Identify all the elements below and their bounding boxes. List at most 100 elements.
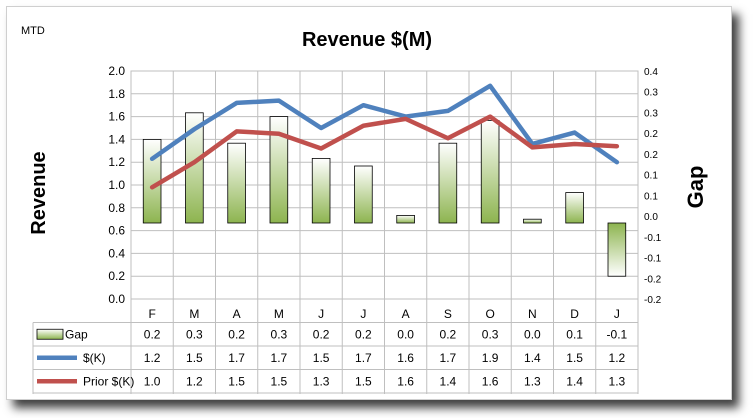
table-cell: 1.5 <box>228 374 245 388</box>
table-cell: 1.7 <box>440 351 457 365</box>
y2-tick-label: 0.1 <box>644 171 658 182</box>
gap-bar <box>438 142 458 224</box>
table-cell: 1.2 <box>609 351 626 365</box>
table-cell: 0.2 <box>440 327 457 341</box>
gap-bar <box>607 222 627 277</box>
table-cell: 1.0 <box>144 374 161 388</box>
y-tick-label: 1.0 <box>108 178 125 192</box>
y-axis-label: Revenue <box>28 151 50 234</box>
table-cell: 0.3 <box>186 327 203 341</box>
y-tick-label: 0.2 <box>108 269 125 283</box>
category-label: S <box>444 307 452 321</box>
y-tick-label: 1.2 <box>108 155 125 169</box>
table-cell: 0.0 <box>524 327 541 341</box>
y-tick-label: 0.0 <box>108 292 125 306</box>
y-tick-label: 1.8 <box>108 87 125 101</box>
table-cell: 1.6 <box>482 374 499 388</box>
gap-bar <box>269 116 289 224</box>
y2-tick-label: 0.4 <box>644 67 658 78</box>
y-axis-ticks: 0.0 0.2 0.4 0.6 0.8 1.0 1.2 1.4 1.6 1.8 2.0 <box>108 64 125 306</box>
y2-tick-label: 0.3 <box>644 88 658 99</box>
gap-bar <box>311 157 331 224</box>
category-label: A <box>233 307 241 321</box>
table-cell: 0.0 <box>397 327 414 341</box>
table-cell: 1.5 <box>186 351 203 365</box>
table-cell: 0.3 <box>482 327 499 341</box>
legend-series-name: Prior $(K) <box>83 374 134 388</box>
table-cell: 1.9 <box>482 351 499 365</box>
table-cell: 0.2 <box>144 327 161 341</box>
y2-tick-label: -0.2 <box>644 295 662 306</box>
table-cell: 0.2 <box>355 327 372 341</box>
table-cell: 1.2 <box>144 351 161 365</box>
legend-gap-swatch <box>36 328 64 340</box>
gap-bar <box>480 120 500 224</box>
y2-tick-label: 0.1 <box>644 191 658 202</box>
y-tick-label: 1.6 <box>108 110 125 124</box>
table-cell: -0.1 <box>607 327 628 341</box>
category-label: J <box>318 307 324 321</box>
category-label: O <box>485 307 494 321</box>
chart-title: Revenue $(M) <box>302 29 432 51</box>
legend-series-name: Gap <box>65 327 88 341</box>
y-tick-label: 0.4 <box>108 246 125 260</box>
gridlines <box>130 70 639 394</box>
y2-tick-label: -0.1 <box>644 233 662 244</box>
table-cell: 1.4 <box>440 374 457 388</box>
table-cell: 1.2 <box>186 374 203 388</box>
table-cell: 1.7 <box>228 351 245 365</box>
y2-axis-ticks: -0.2 -0.2 -0.1 -0.1 0.0 0.1 0.1 0.2 0.2 0.3 0.3 0.4 <box>644 67 662 306</box>
prior-revenue-line <box>149 114 620 190</box>
revenue-gap-chart: MTD Revenue $(M) Revenue Gap 0.00.20.40.… <box>21 25 708 394</box>
category-label: F <box>148 307 155 321</box>
category-label: M <box>274 307 284 321</box>
table-cell: 1.7 <box>271 351 288 365</box>
table-cell: 1.7 <box>355 351 372 365</box>
legend-series-name: $(K) <box>83 351 106 365</box>
table-cell: 0.3 <box>271 327 288 341</box>
chart-card: MTD Revenue $(M) Revenue Gap 0.0 0.2 0.4 0.… <box>6 6 732 400</box>
revenue-line <box>149 83 620 165</box>
category-label: J <box>614 307 620 321</box>
y2-tick-label: -0.2 <box>644 274 662 285</box>
y2-tick-label: 0.3 <box>644 108 658 119</box>
category-label: A <box>402 307 410 321</box>
table-cell: 1.4 <box>524 351 541 365</box>
gap-bar <box>227 142 246 224</box>
table-cell: 1.3 <box>313 374 330 388</box>
revenue-lines <box>149 83 620 190</box>
table-cell: 0.1 <box>566 327 583 341</box>
table-cell: 1.4 <box>566 374 583 388</box>
y-tick-label: 1.4 <box>108 132 125 146</box>
y-tick-label: 0.6 <box>108 224 125 238</box>
gap-bar <box>523 218 542 224</box>
plot-border <box>130 70 639 300</box>
y-tick-label: 2.0 <box>108 64 125 78</box>
table-cell: 1.6 <box>397 374 414 388</box>
table-cell: 1.5 <box>566 351 583 365</box>
y2-tick-label: -0.1 <box>644 254 662 265</box>
corner-label: MTD <box>21 25 45 37</box>
category-label: D <box>570 307 579 321</box>
category-label: J <box>360 307 366 321</box>
y2-axis-label: Gap <box>683 166 708 209</box>
table-cell: 1.3 <box>524 374 541 388</box>
gap-bar <box>354 165 373 224</box>
y2-tick-label: 0.2 <box>644 129 658 140</box>
y2-tick-label: 0.2 <box>644 150 658 161</box>
table-cell: 1.5 <box>313 351 330 365</box>
table-cell: 1.5 <box>271 374 288 388</box>
table-cell: 1.5 <box>355 374 372 388</box>
gap-bars <box>142 112 627 277</box>
y-tick-label: 0.8 <box>108 201 125 215</box>
gap-bar <box>565 192 584 224</box>
table-cell: 1.3 <box>609 374 626 388</box>
category-label: N <box>528 307 537 321</box>
data-table: F M A M J J A S O N D J Gap 0.2 0.3 0.2 0.3 0.2 0.2 0.0 0.2 0… <box>32 307 638 394</box>
y2-tick-label: 0.0 <box>644 212 658 223</box>
table-cell: 0.2 <box>313 327 330 341</box>
category-label: M <box>189 307 199 321</box>
table-cell: 1.6 <box>397 351 414 365</box>
gap-bar <box>396 214 415 224</box>
table-cell: 0.2 <box>228 327 245 341</box>
